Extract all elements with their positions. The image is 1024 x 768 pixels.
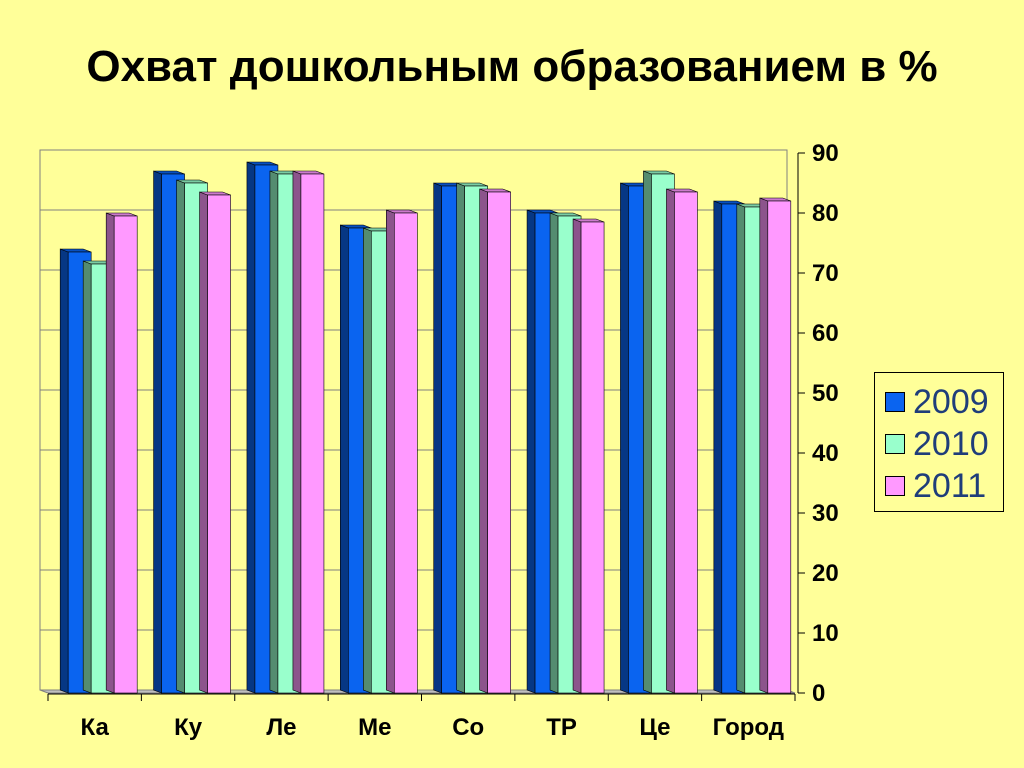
legend-label-2009: 2009 bbox=[913, 382, 989, 421]
y-tick-label: 50 bbox=[812, 380, 839, 407]
legend-label-2011: 2011 bbox=[913, 466, 987, 505]
bar-side-2010-Ле bbox=[269, 170, 279, 694]
bar-2011-Ка bbox=[113, 215, 138, 694]
chart-title: Охват дошкольным образованием в % bbox=[86, 42, 938, 91]
category-label: Ме bbox=[358, 714, 391, 741]
bar-side-2011-Ме bbox=[386, 209, 395, 694]
bar-side-2010-Ку bbox=[176, 179, 185, 694]
bar-side-2011-Це bbox=[666, 188, 675, 694]
category-label: ТР bbox=[546, 714, 577, 741]
bar-side-2011-Ку bbox=[199, 191, 208, 694]
legend-item-2011: 2011 bbox=[875, 465, 1003, 507]
category-label: Со bbox=[452, 714, 484, 741]
legend-item-2010: 2010 bbox=[875, 423, 1003, 465]
bar-side-2010-Це bbox=[643, 170, 652, 694]
bar-side-2010-ТР bbox=[549, 212, 559, 694]
y-tick-label: 80 bbox=[812, 200, 839, 227]
category-label: Ка bbox=[81, 714, 110, 741]
bar-side-2011-Со bbox=[479, 188, 488, 694]
y-tick-label: 20 bbox=[812, 560, 839, 587]
bar-side-2009-Со bbox=[433, 182, 442, 694]
category-label: Це bbox=[639, 714, 670, 741]
legend-label-2010: 2010 bbox=[913, 424, 989, 463]
bar-side-2009-Город bbox=[713, 200, 723, 694]
y-tick-label: 90 bbox=[812, 140, 839, 167]
bar-side-2011-Ка bbox=[105, 212, 115, 694]
bar-2011-Город bbox=[767, 200, 792, 694]
bar-side-2011-ТР bbox=[572, 218, 582, 694]
y-tick-label: 70 bbox=[812, 260, 839, 287]
y-tick-label: 30 bbox=[812, 500, 839, 527]
legend-swatch-2011 bbox=[885, 476, 905, 496]
bar-side-2010-Город bbox=[736, 203, 746, 694]
bar-side-2009-Ку bbox=[153, 170, 162, 694]
bar-side-2009-Ме bbox=[340, 224, 349, 694]
bar-2011-Ме bbox=[394, 212, 418, 694]
bar-side-2009-Ка bbox=[59, 248, 69, 694]
bar-2011-Ку bbox=[207, 194, 231, 694]
legend-item-2009: 2009 bbox=[875, 381, 1003, 423]
bar-side-2009-Це bbox=[620, 182, 629, 694]
bar-side-2010-Со bbox=[456, 182, 465, 694]
bar-side-2009-Ле bbox=[246, 161, 256, 694]
chart-legend: 2009 2010 2011 bbox=[874, 372, 1004, 512]
bar-side-2011-Ле bbox=[292, 170, 302, 694]
y-tick-label: 40 bbox=[812, 440, 839, 467]
bar-2011-ТР bbox=[580, 221, 605, 694]
y-tick-label: 10 bbox=[812, 620, 839, 647]
bar-side-2009-ТР bbox=[526, 209, 536, 694]
bar-side-2010-Ме bbox=[363, 227, 372, 694]
legend-swatch-2010 bbox=[885, 434, 905, 454]
bar-2011-Со bbox=[487, 191, 511, 694]
bar-2011-Ле bbox=[300, 173, 325, 694]
bar-side-2010-Ка bbox=[82, 260, 92, 694]
bar-2011-Це bbox=[674, 191, 698, 694]
category-label: Ку bbox=[174, 714, 203, 741]
category-label: Город bbox=[713, 714, 784, 741]
bar-side-2011-Город bbox=[759, 197, 769, 694]
y-tick-label: 60 bbox=[812, 320, 839, 347]
legend-swatch-2009 bbox=[885, 392, 905, 412]
category-label: Ле bbox=[266, 714, 296, 741]
y-tick-label: 0 bbox=[812, 680, 825, 707]
